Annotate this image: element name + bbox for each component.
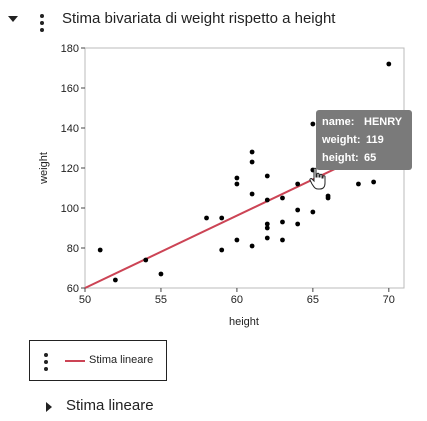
data-point[interactable] [264,221,270,227]
legend-box: Stima lineare [29,340,167,381]
data-point[interactable] [249,191,255,197]
data-point[interactable] [371,179,377,185]
data-point[interactable] [295,221,301,227]
section-stima-lineare[interactable]: Stima lineare [44,397,344,417]
red-triangle-menu-icon[interactable] [40,14,44,35]
data-point[interactable] [249,159,255,165]
x-tick-label: 65 [307,294,319,306]
data-point[interactable] [143,257,149,263]
data-point[interactable] [234,175,240,181]
section-label: Stima lineare [66,397,154,414]
legend-line-swatch [65,360,85,362]
x-tick-label: 60 [231,294,243,306]
tooltip-weight-label: weight: [321,134,361,146]
data-point[interactable] [204,215,209,221]
data-point[interactable] [295,207,301,213]
data-point[interactable] [310,209,316,215]
data-point[interactable] [280,195,285,201]
data-point[interactable] [219,247,225,253]
y-tick-label: 60 [67,283,79,295]
data-point[interactable] [325,195,331,201]
y-tick-label: 80 [67,243,79,255]
legend-label: Stima lineare [89,354,154,366]
expand-triangle-icon[interactable] [46,402,52,412]
y-tick-label: 180 [61,43,79,55]
tooltip-name-label: name: [322,116,354,128]
x-tick-label: 55 [155,294,167,306]
data-point[interactable] [310,121,316,127]
data-point[interactable] [97,247,103,253]
x-axis-label: height [229,316,259,328]
data-point[interactable] [234,237,240,243]
data-point[interactable] [356,181,361,187]
data-point[interactable] [264,197,270,203]
data-point[interactable] [234,181,240,187]
x-tick-label: 50 [79,294,91,306]
data-point[interactable] [295,181,301,187]
data-point[interactable] [386,61,392,67]
x-tick-label: 70 [383,294,395,306]
data-point[interactable] [280,219,285,225]
collapse-triangle-icon[interactable] [8,16,18,22]
y-axis-label: weight [38,152,50,185]
report-title: Stima bivariata di weight rispetto a hei… [62,10,336,27]
y-tick-label: 160 [61,83,79,95]
data-point[interactable] [158,271,164,277]
legend-menu-icon[interactable] [44,353,48,374]
data-point[interactable] [249,149,255,155]
data-point[interactable] [249,243,255,249]
data-point[interactable] [264,173,270,179]
data-point[interactable] [264,235,270,241]
tooltip-height-label: height: [322,152,359,164]
data-point-tooltip: name: HENRY weight: 119 height: 65 [316,110,412,170]
report-header: Stima bivariata di weight rispetto a hei… [0,6,427,34]
y-tick-label: 140 [61,123,79,135]
data-point[interactable] [112,277,118,283]
data-point[interactable] [280,237,285,243]
scatter-plot[interactable]: 50 55 60 65 70 60 80 100 120 140 160 180 height wei… [0,0,427,340]
hand-cursor-icon [309,167,326,190]
y-tick-label: 100 [61,203,79,215]
y-tick-label: 120 [61,163,79,175]
tooltip-weight-value: 119 [366,134,384,146]
tooltip-name-value: HENRY [364,116,403,128]
data-point[interactable] [219,215,225,221]
tooltip-height-value: 65 [364,152,376,164]
data-point[interactable] [264,225,270,231]
